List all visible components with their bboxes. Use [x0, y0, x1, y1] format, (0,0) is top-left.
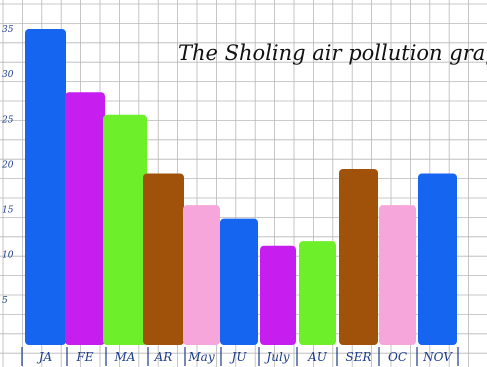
y-tick-label: 5: [2, 296, 8, 306]
x-tick-label: May: [187, 350, 214, 364]
bar-may: [183, 205, 220, 345]
x-axis-ticks: JA FE MA AR May JU July AU SER OC NOV: [21, 347, 459, 366]
x-tick-label: JA: [36, 350, 53, 364]
bar-fe: [65, 92, 105, 345]
x-tick-label: MA: [114, 350, 136, 364]
x-tick-label: AR: [154, 350, 173, 364]
x-tick-label: AU: [307, 350, 328, 364]
x-tick-label: July: [263, 350, 289, 364]
bar-ju: [220, 218, 258, 345]
bars: [25, 29, 457, 346]
y-tick-label: 25: [1, 115, 14, 125]
bar-ser: [339, 168, 378, 345]
y-tick-label: 20: [1, 160, 14, 170]
y-tick-label: 15: [2, 206, 14, 216]
y-tick-label: 35: [2, 25, 14, 35]
x-tick-label: FE: [75, 350, 93, 364]
bar-ar: [143, 173, 184, 345]
x-tick-label: SER: [345, 350, 371, 364]
x-tick-label: NOV: [422, 350, 453, 364]
y-tick-label: 30: [2, 70, 14, 80]
x-tick-label: JU: [229, 350, 248, 364]
x-tick-label: OC: [388, 350, 407, 364]
bar-au: [299, 241, 336, 345]
bar-ja: [25, 29, 66, 346]
y-tick-label: 10: [2, 251, 14, 261]
bar-nov: [418, 173, 457, 345]
chart-title: The Sholing air pollution graph: [178, 41, 487, 65]
bar-ma: [103, 114, 147, 346]
y-axis-ticks: 5 10 15 20 25 30 35: [1, 25, 14, 306]
bar-oc: [379, 205, 416, 345]
bar-july: [260, 245, 296, 345]
